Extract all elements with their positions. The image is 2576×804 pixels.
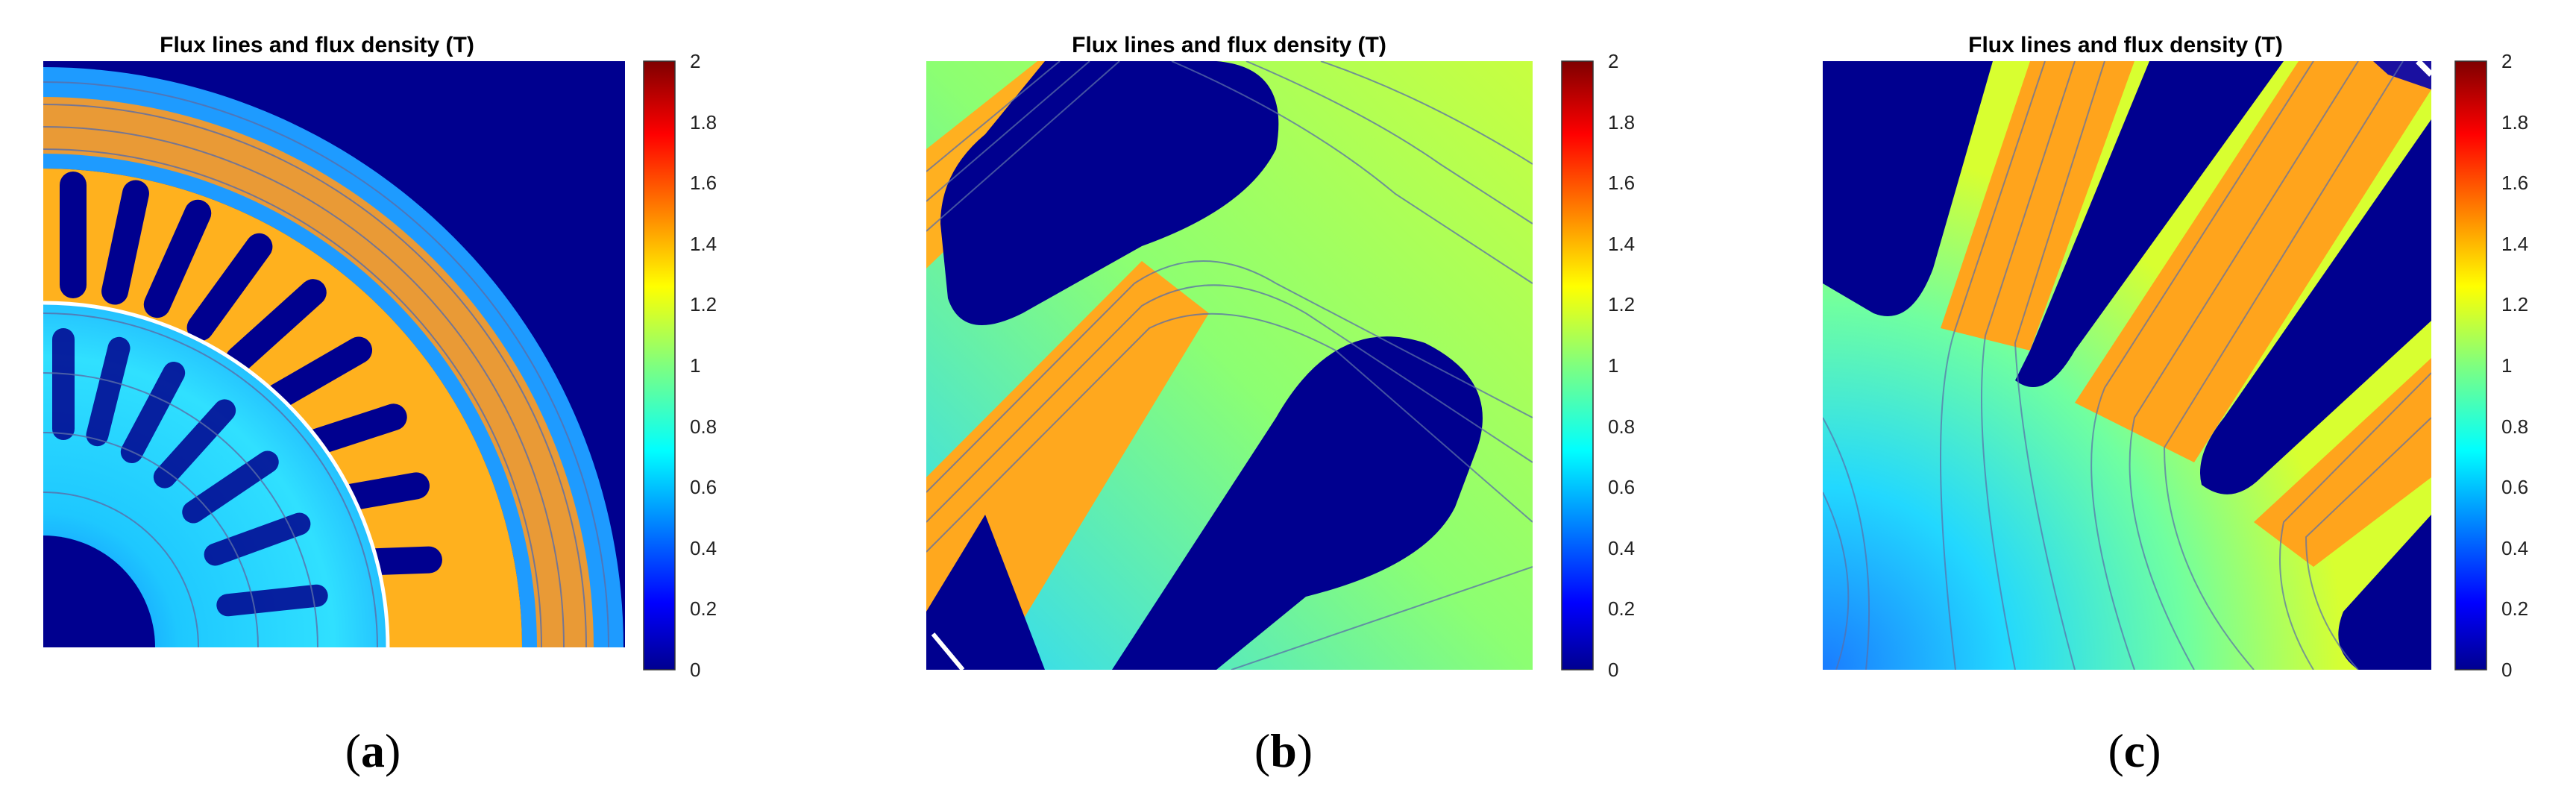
panel-b-caption: (b) <box>1254 724 1313 777</box>
panel-c-colorbar <box>2454 60 2487 670</box>
cb-c-tick-0: 0 <box>2501 659 2512 681</box>
cb-a-tick-0.8: 0.8 <box>690 415 717 438</box>
cb-a-tick-1.6: 1.6 <box>690 172 717 194</box>
cb-c-tick-2: 2 <box>2501 50 2512 72</box>
cb-a-tick-0.6: 0.6 <box>690 476 717 498</box>
panel-a-flux-lines <box>43 81 609 647</box>
cb-c-tick-0.4: 0.4 <box>2501 537 2528 559</box>
panel-a-title: Flux lines and flux density (T) <box>160 33 474 57</box>
panel-b-svg: Flux lines and flux density (T) <box>926 33 1635 681</box>
cb-b-tick-2: 2 <box>1608 50 1618 72</box>
panel-b-title: Flux lines and flux density (T) <box>1072 33 1386 57</box>
panel-a-caption: (a) <box>345 724 401 777</box>
cb-b-tick-1.8: 1.8 <box>1608 111 1635 134</box>
cb-c-tick-0.8: 0.8 <box>2501 415 2528 438</box>
cb-b-tick-1.6: 1.6 <box>1608 172 1635 194</box>
panel-b-flux-lines <box>926 61 1533 670</box>
panel-b: Flux lines and flux density (T) <box>858 0 1717 804</box>
cb-c-tick-0.6: 0.6 <box>2501 476 2528 498</box>
cb-c-tick-1.8: 1.8 <box>2501 111 2528 134</box>
cb-c-tick-1.4: 1.4 <box>2501 233 2528 255</box>
cb-b-tick-1.4: 1.4 <box>1608 233 1635 255</box>
panel-c-flux-lines <box>1823 61 2431 670</box>
panel-c-title: Flux lines and flux density (T) <box>1968 33 2283 57</box>
panel-b-colorbar-ticks: 2 1.8 1.6 1.4 1.2 1 0.8 0.6 0.4 0.2 0 <box>1608 50 1635 681</box>
cb-b-tick-0.6: 0.6 <box>1608 476 1635 498</box>
cb-a-tick-2: 2 <box>690 50 700 72</box>
cb-a-tick-1.2: 1.2 <box>690 293 717 315</box>
panel-b-heatmap <box>926 61 1533 670</box>
cb-a-tick-1.4: 1.4 <box>690 233 717 255</box>
cb-b-tick-0.8: 0.8 <box>1608 415 1635 438</box>
panel-b-colorbar <box>1561 60 1594 670</box>
panel-c-heatmap <box>1823 61 2431 670</box>
cb-b-tick-0.4: 0.4 <box>1608 537 1635 559</box>
cb-a-tick-0.2: 0.2 <box>690 597 717 620</box>
panel-a: Flux lines and flux density (T) <box>0 0 858 804</box>
panel-c-svg: Flux lines and flux density (T) <box>1823 33 2528 681</box>
panel-a-colorbar-ticks: 2 1.8 1.6 1.4 1.2 1 0.8 0.6 0.4 0.2 0 <box>690 50 717 681</box>
cb-c-tick-0.2: 0.2 <box>2501 597 2528 620</box>
panel-a-heatmap <box>43 61 625 647</box>
cb-b-tick-0: 0 <box>1608 659 1618 681</box>
cb-a-tick-1: 1 <box>690 354 700 377</box>
cb-c-tick-1.2: 1.2 <box>2501 293 2528 315</box>
panel-c-colorbar-ticks: 2 1.8 1.6 1.4 1.2 1 0.8 0.6 0.4 0.2 0 <box>2501 50 2528 681</box>
cb-b-tick-1: 1 <box>1608 354 1618 377</box>
cb-a-tick-0.4: 0.4 <box>690 537 717 559</box>
panel-a-svg: Flux lines and flux density (T) <box>43 33 717 681</box>
cb-c-tick-1: 1 <box>2501 354 2512 377</box>
panel-c: Flux lines and flux density (T) <box>1717 0 2575 804</box>
cb-b-tick-1.2: 1.2 <box>1608 293 1635 315</box>
panel-a-colorbar <box>643 60 676 670</box>
panel-c-caption: (c) <box>2108 724 2161 777</box>
cb-c-tick-1.6: 1.6 <box>2501 172 2528 194</box>
cb-a-tick-1.8: 1.8 <box>690 111 717 134</box>
cb-b-tick-0.2: 0.2 <box>1608 597 1635 620</box>
cb-a-tick-0: 0 <box>690 659 700 681</box>
